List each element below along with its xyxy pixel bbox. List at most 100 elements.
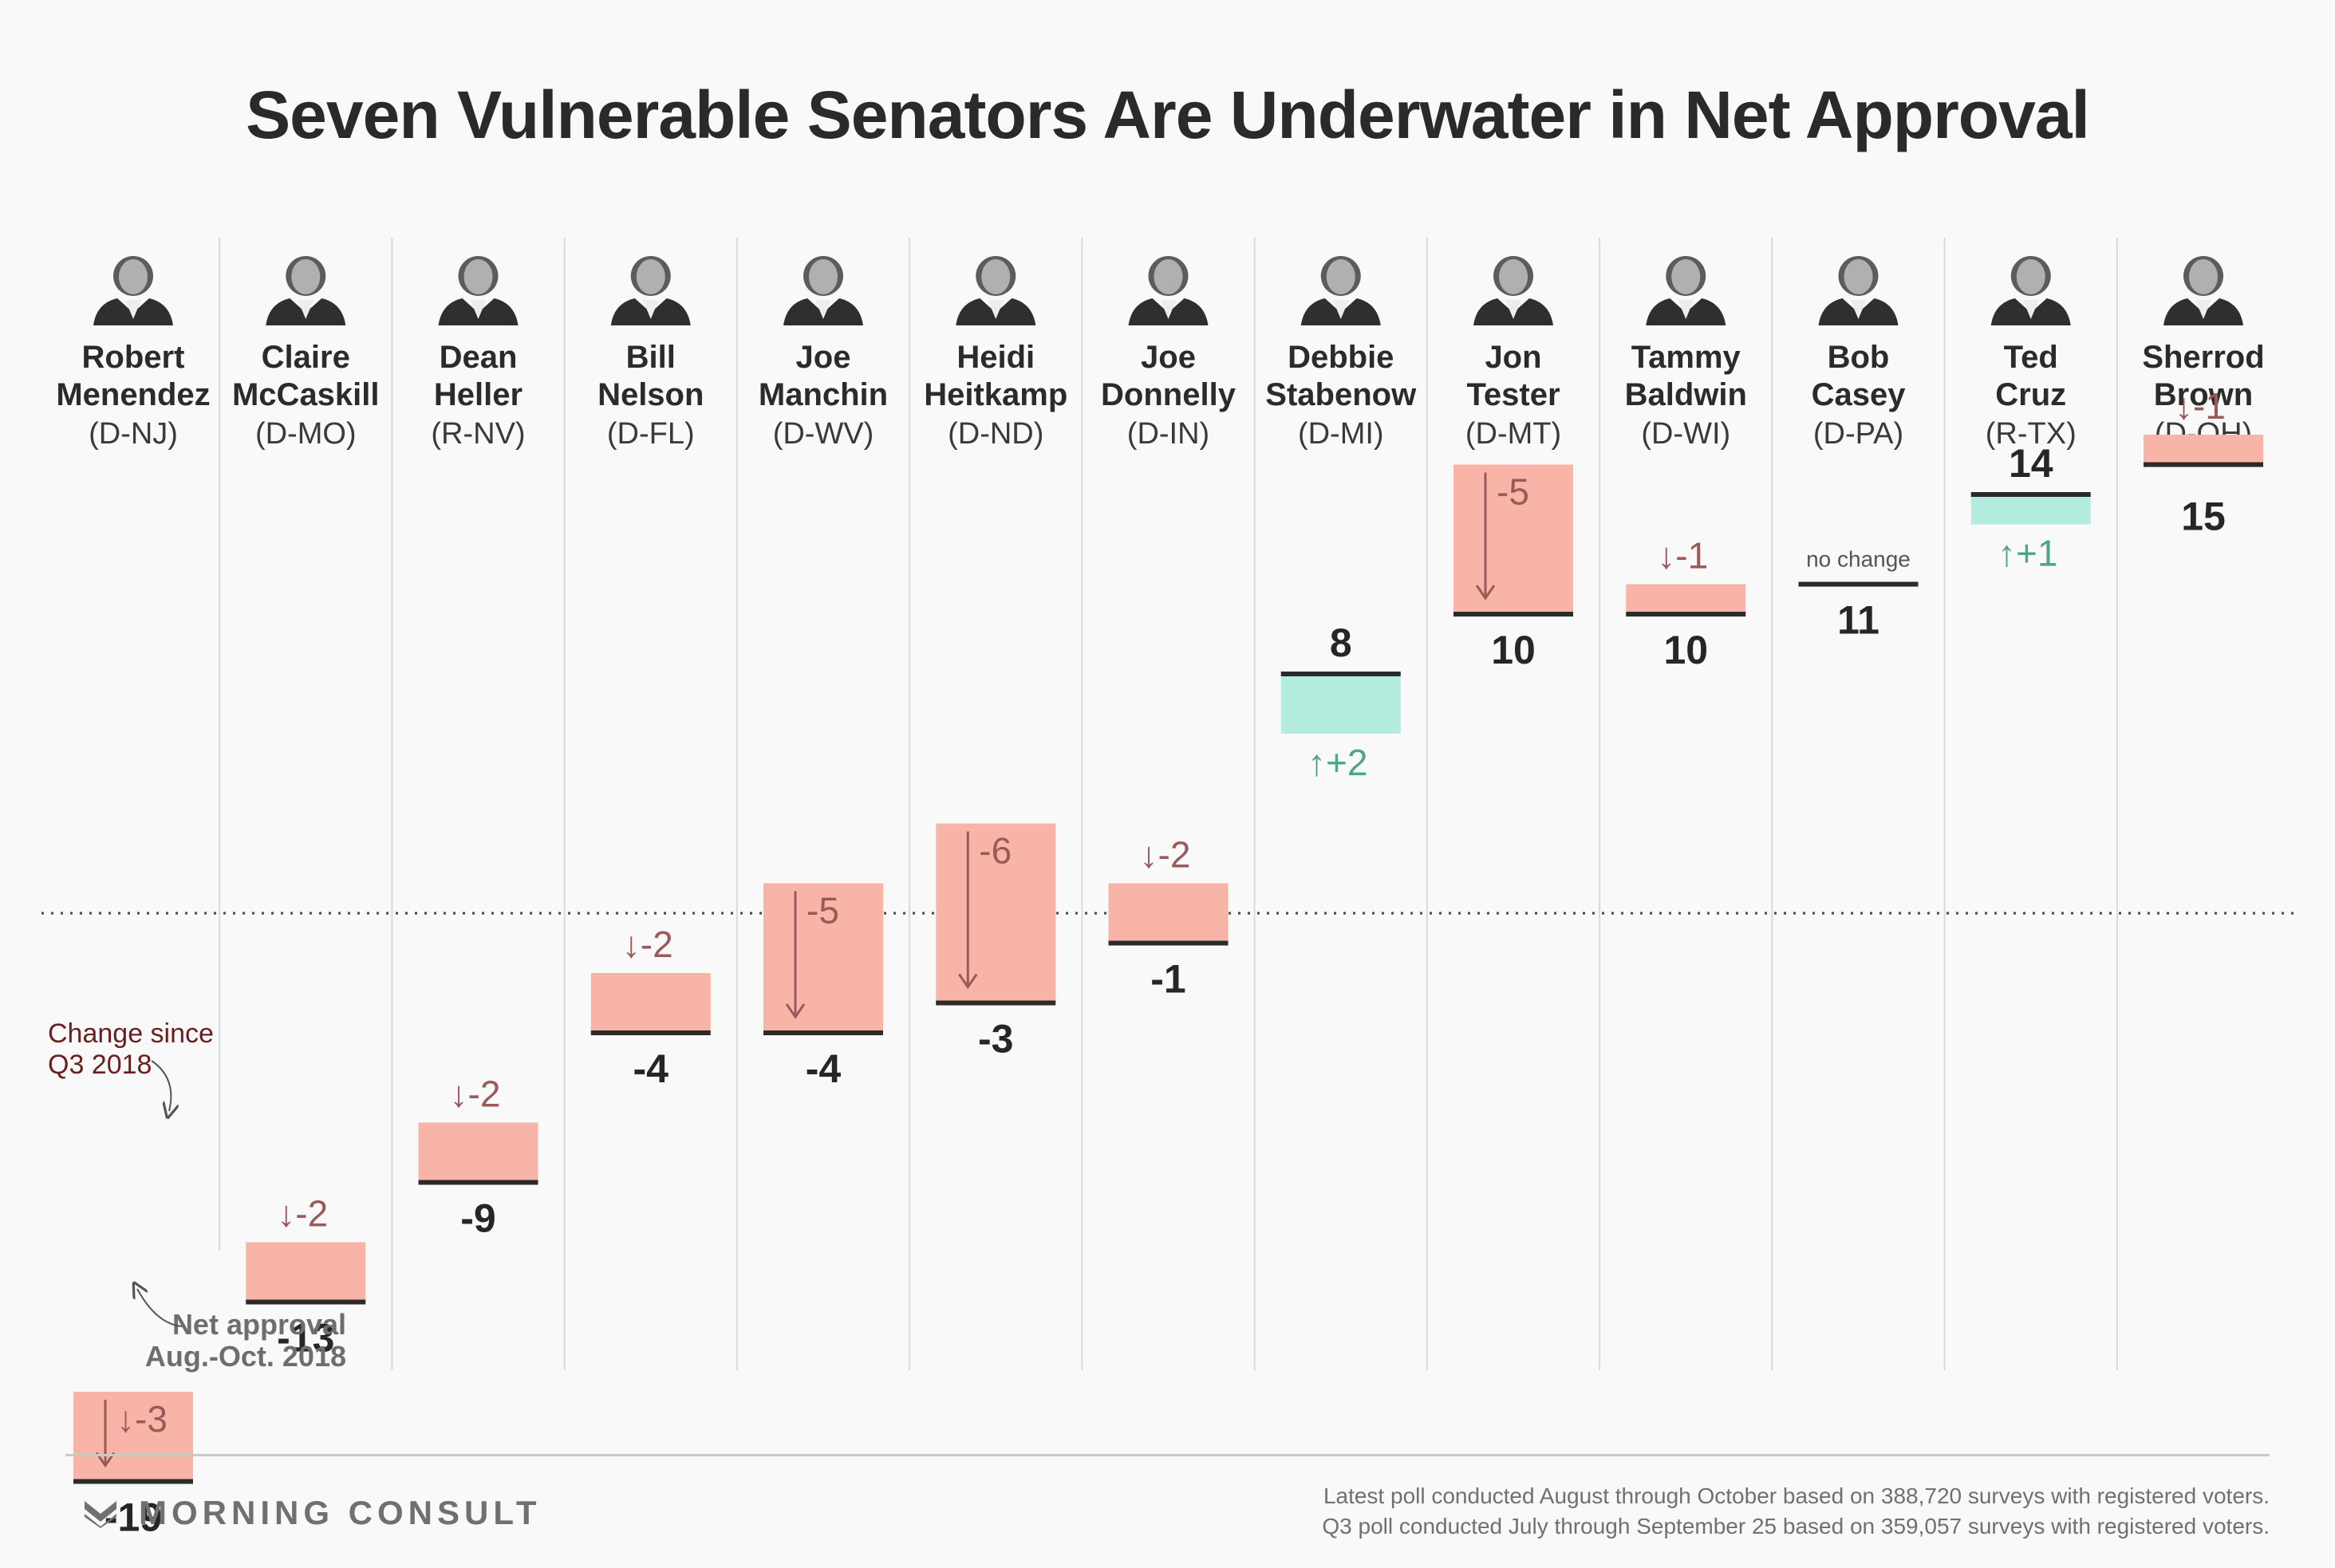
change-label: ↑+1 [1998, 533, 2057, 574]
change-bar [1970, 494, 2091, 525]
change-label: ↓-3 [116, 1398, 168, 1440]
senator-last-name: Donnelly [1101, 377, 1237, 412]
net-approval-value: 11 [1837, 598, 1879, 643]
senator-party: (D-MO) [255, 417, 357, 451]
net-approval-value: 8 [1330, 621, 1352, 665]
senator-first-name: Heidi [956, 340, 1035, 375]
avatar-face [119, 259, 148, 294]
change-arrow-head [958, 973, 978, 990]
avatar [1990, 256, 2071, 325]
footer-note-latest: Latest poll conducted August through Oct… [1323, 1483, 2270, 1508]
avatar-collar [298, 300, 314, 319]
net-approval-marker [1280, 672, 1401, 676]
change-label: ↓-2 [622, 924, 673, 965]
change-bar [936, 823, 1056, 1003]
change-since-annotation: Q3 2018 [48, 1050, 152, 1080]
change-arrow-head [785, 1003, 806, 1019]
avatar [438, 256, 519, 325]
avatar-collar [125, 300, 141, 319]
avatar-collar [470, 300, 487, 319]
senator-first-name: Joe [796, 340, 851, 375]
avatar-face [636, 259, 665, 294]
avatar-shoulders [1646, 298, 1726, 325]
avatar [783, 256, 863, 325]
senator-first-name: Tammy [1631, 340, 1741, 375]
avatar-face [1499, 259, 1528, 294]
net-approval-value: -4 [633, 1046, 669, 1091]
senator-last-name: Heitkamp [924, 377, 1067, 412]
net-approval-marker [1798, 581, 1919, 587]
avatar-shoulders [2163, 298, 2243, 325]
avatar-shoulders [1818, 298, 1899, 325]
change-label: ↓-2 [450, 1074, 501, 1115]
net-approval-value: -13 [277, 1316, 334, 1361]
avatar-face [463, 259, 493, 294]
senator-party: (D-MI) [1298, 417, 1384, 451]
senator-first-name: Sherrod [2142, 340, 2264, 375]
senator-first-name: Dean [440, 340, 518, 375]
senator-party: (D-NJ) [89, 417, 178, 451]
senator-first-name: Bill [626, 340, 676, 375]
avatar [1300, 256, 1381, 325]
avatar-shoulders [1128, 298, 1209, 325]
change-bar [73, 1392, 193, 1482]
senator-last-name: McCaskill [232, 377, 380, 412]
senator-last-name: Heller [434, 377, 523, 412]
senator-party: (D-IN) [1127, 417, 1209, 451]
senator-first-name: Joe [1141, 340, 1196, 375]
footer-notes: Latest poll conducted August through Oct… [1322, 1481, 2270, 1542]
change-label: -5 [1497, 471, 1529, 513]
avatar-collar [1850, 300, 1867, 319]
senator-last-name: Casey [1812, 377, 1907, 412]
avatar [93, 256, 173, 325]
net-approval-marker [763, 1030, 883, 1035]
net-approval-value: -4 [806, 1046, 842, 1091]
avatar-face [981, 259, 1011, 294]
senator-last-name: Brown [2154, 377, 2253, 412]
change-label: -5 [807, 890, 839, 932]
change-bar [418, 1122, 538, 1183]
change-bar [1626, 584, 1746, 614]
net-approval-annotation: Net approval [172, 1308, 346, 1341]
avatar-shoulders [93, 298, 173, 325]
avatar-face [809, 259, 838, 294]
avatar-collar [642, 300, 659, 319]
change-since-annotation: Change since [48, 1018, 214, 1049]
net-approval-marker [246, 1299, 366, 1305]
net-approval-annotation: Aug.-Oct. 2018 [145, 1340, 346, 1373]
avatar [1818, 256, 1899, 325]
avatar-collar [1332, 300, 1349, 319]
avatar-collar [988, 300, 1004, 319]
change-label: ↓-1 [2175, 385, 2226, 427]
avatar-collar [1678, 300, 1694, 319]
change-label: no change [1806, 547, 1911, 572]
avatar [266, 256, 346, 325]
change-bar [1453, 464, 1573, 614]
change-bar [2144, 435, 2263, 465]
net-approval-marker [1970, 492, 2091, 497]
avatar-collar [815, 300, 831, 319]
change-bar [590, 973, 711, 1033]
net-approval-value: 14 [2009, 441, 2053, 486]
net-approval-marker [1108, 940, 1229, 946]
net-approval-marker [73, 1479, 193, 1484]
morning-consult-logo: MORNING CONSULT [83, 1493, 542, 1533]
change-arrow-head [95, 1452, 116, 1468]
chart-title: Seven Vulnerable Senators Are Underwater… [246, 77, 2090, 152]
senator-first-name: Jon [1485, 340, 1541, 375]
avatar-shoulders [956, 298, 1036, 325]
morning-consult-m-icon [85, 1501, 116, 1528]
avatar-face [2016, 259, 2045, 294]
avatar-face [1154, 259, 1183, 294]
avatar-face [291, 259, 321, 294]
avatar-collar [1160, 300, 1177, 319]
senator-last-name: Manchin [759, 377, 888, 412]
net-approval-arrow [137, 1289, 183, 1327]
avatar-face [1844, 259, 1873, 294]
change-label: ↓-2 [277, 1193, 328, 1235]
